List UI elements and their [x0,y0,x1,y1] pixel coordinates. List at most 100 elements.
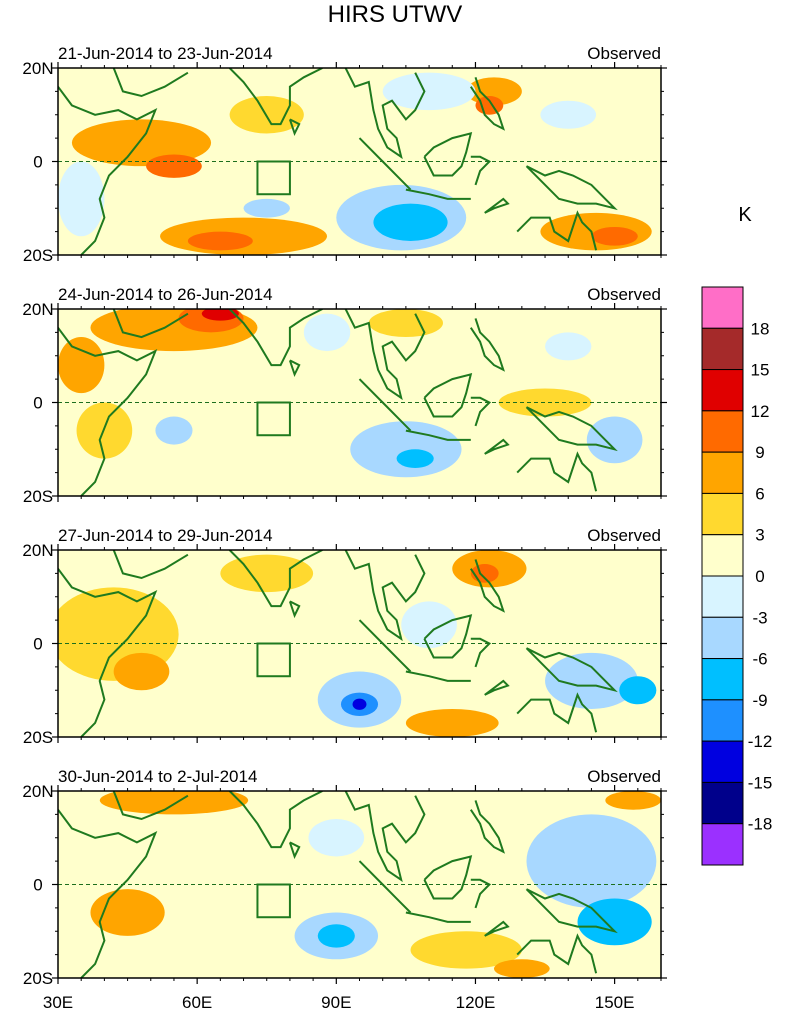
coastline [58,86,158,255]
colorbar-swatch [701,616,744,660]
panel-type-label: Observed [587,526,661,545]
anomaly-contour-blob [187,231,253,251]
coastline [344,309,426,401]
index-box-region [256,160,291,196]
coastline [484,679,510,696]
panel-date-label: 27-Jun-2014 to 29-Jun-2014 [58,526,273,545]
colorbar-swatch [701,327,744,371]
coastline [112,550,189,580]
coastline [484,197,510,214]
anomaly-contour-blob [382,72,476,111]
anomaly-contour-blob [113,652,170,691]
y-tick-label: 20N [22,59,53,78]
anomaly-contour-blob [526,814,657,908]
coastline [516,933,598,974]
anomaly-contour-blob [352,698,367,710]
coastline [358,860,412,914]
coastline [112,68,189,98]
coastline [358,137,412,191]
y-tick-label: 20N [22,782,53,801]
y-tick-label: 0 [33,635,42,654]
colorbar-swatch [701,781,744,825]
anomaly-contour-blob [368,309,443,338]
map-panel: 20N 0 20S 30-Jun-2014 to 2-Jul-2014 Observed [22,767,667,988]
coastline [228,68,323,126]
colorbar-swatch [701,823,744,866]
anomaly-contour-blob [405,708,499,737]
coastline [228,550,323,608]
coastline [423,132,473,177]
colorbar-swatch [701,286,744,329]
coastline [470,396,492,427]
map-panels: 20N 0 20S 21-Jun-2014 to 23-Jun-2014 Observe… [22,44,667,988]
x-tick-label: 150E [595,993,635,1012]
anomaly-contour-blob [71,119,212,167]
y-tick-label: 0 [33,394,42,413]
x-tick-label: 60E [182,993,212,1012]
figure-title: HIRS UTWV [328,1,463,28]
coastline [344,550,426,642]
coastline [288,118,301,137]
coastline [358,619,412,673]
colorbar-swatch [701,658,744,701]
anomaly-field [58,550,661,737]
colorbar-level-label: 12 [751,402,770,421]
coastline [470,637,492,668]
index-box-region [256,642,291,678]
colorbar: K 18 15 12 9 6 3 0 -3 -6 -9 -12 -15 -18 [701,204,773,866]
coastline [405,911,471,923]
anomaly-contour-blob [410,931,522,969]
anomaly-contour-blob [303,313,351,352]
coastline [228,791,323,849]
colorbar-level-label: 0 [755,567,764,586]
anomaly-contour-blob [220,554,314,593]
colorbar-swatch [701,492,744,536]
coastline [525,165,618,211]
anomaly-field [58,68,661,255]
coastline [423,373,473,418]
map-panel: 20N 0 20S 27-Jun-2014 to 29-Jun-2014 Observe… [22,526,667,747]
y-tick-label: 0 [33,153,42,172]
coastline [228,309,323,367]
coastline [516,451,598,492]
anomaly-contour-blob [605,791,661,810]
y-tick-label: 20S [23,487,53,506]
coastline [516,692,598,733]
colorbar-swatch [701,575,744,618]
index-box-region [256,401,291,437]
coastline [58,809,158,978]
coastline [344,791,426,883]
coastline [470,155,492,186]
coastline [423,614,473,659]
x-axis-labels: 30E 60E 90E 120E 150E [43,993,635,1012]
panel-type-label: Observed [587,44,661,63]
coastline [58,568,158,737]
anomaly-contour-blob [373,203,448,241]
anomaly-contour-blob [58,337,105,394]
anomaly-contour-blob [591,226,638,246]
coastline [525,647,618,693]
y-tick-label: 20S [23,246,53,265]
anomaly-contour-blob [201,309,239,321]
colorbar-level-label: -9 [752,691,767,710]
anomaly-contour-blob [619,676,657,705]
anomaly-contour-blob [308,819,365,857]
coastline [484,920,510,937]
panel-date-label: 21-Jun-2014 to 23-Jun-2014 [58,44,273,63]
anomaly-field [58,791,661,978]
coastline [469,318,506,372]
colorbar-level-label: -15 [748,773,773,792]
coastline [525,406,618,452]
coastline [112,309,189,339]
colorbar-swatch [701,534,744,577]
x-tick-label: 120E [456,993,496,1012]
panel-type-label: Observed [587,767,661,786]
y-tick-label: 20N [22,541,53,560]
colorbar-level-label: -3 [752,608,767,627]
anomaly-contour-blob [498,388,592,417]
colorbar-swatch [701,369,744,412]
coastline [405,670,471,682]
coastline [358,378,412,432]
coastline [469,559,506,613]
